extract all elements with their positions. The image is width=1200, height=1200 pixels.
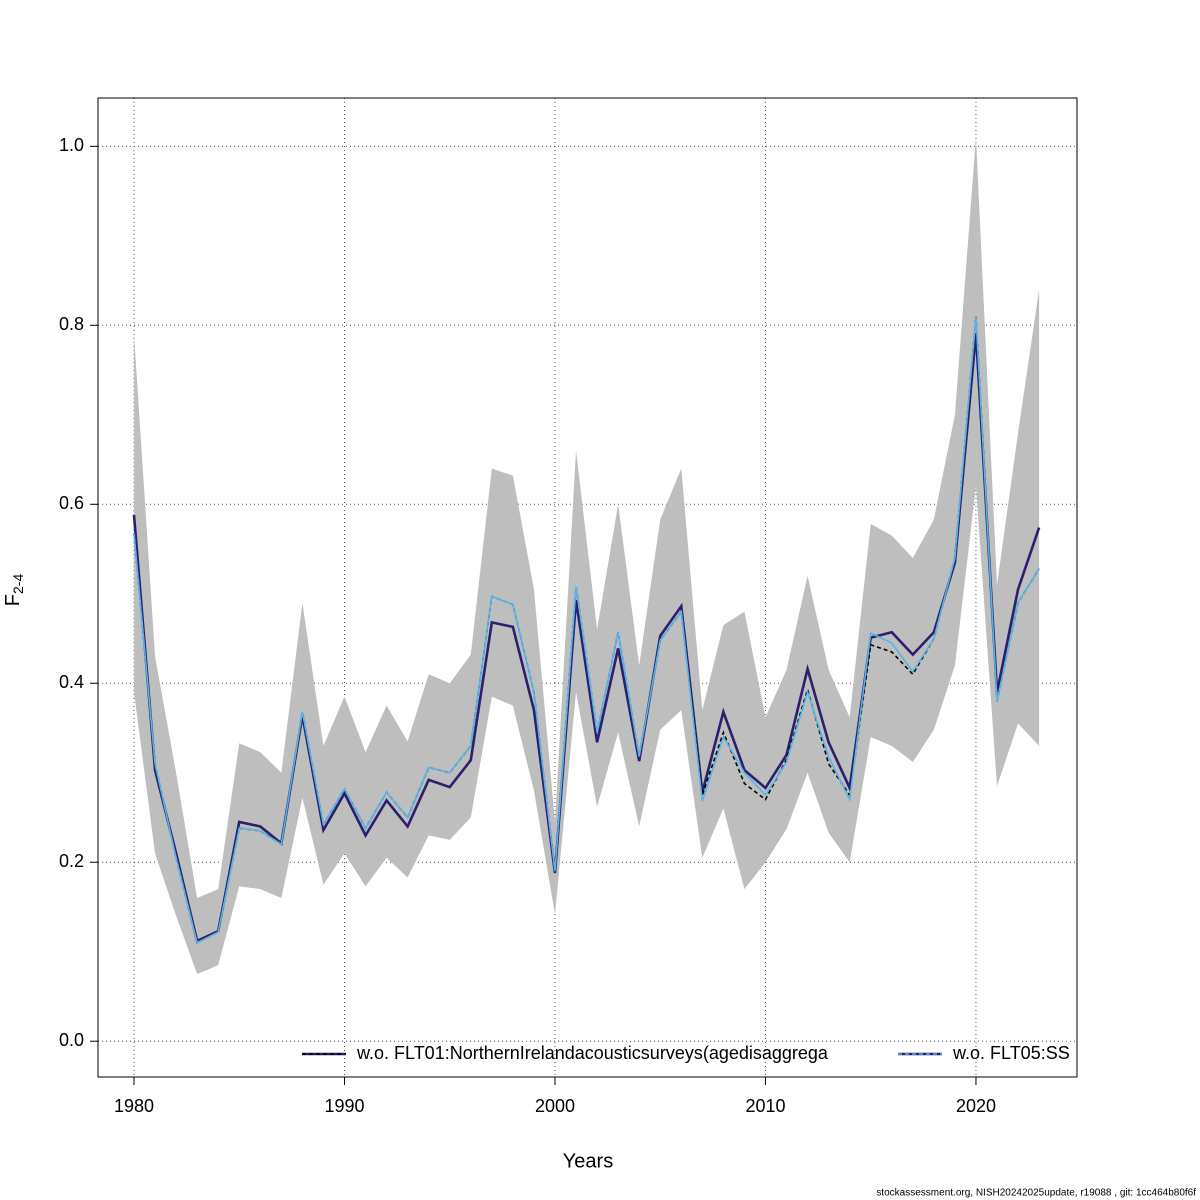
y-tick-label: 0.4 — [59, 672, 84, 692]
footer: stockassessment.org, NISH20242025update,… — [876, 1188, 1196, 1199]
legend-label: w.o. FLT05:SS — [952, 1043, 1070, 1063]
plot-frame — [97, 97, 1078, 1078]
x-tick-label: 2010 — [745, 1096, 785, 1116]
x-tick-label: 1980 — [114, 1096, 154, 1116]
y-axis-label-main: F — [2, 594, 24, 606]
y-tick-label: 0.6 — [59, 493, 84, 513]
y-axis-label-sub: 2-4 — [10, 574, 26, 594]
y-tick-label: 0.2 — [59, 851, 84, 871]
series-line — [133, 316, 1040, 944]
legend-label: w.o. FLT01:NorthernIrelandacousticsurvey… — [356, 1043, 829, 1063]
y-axis-label: F2-4 — [2, 574, 25, 607]
y-tick-label: 0.8 — [59, 314, 84, 334]
confidence-band — [133, 137, 1040, 975]
x-tick-label: 1990 — [324, 1096, 364, 1116]
y-tick-label: 0.0 — [59, 1030, 84, 1050]
x-tick-label: 2000 — [535, 1096, 575, 1116]
y-tick-label: 1.0 — [59, 135, 84, 155]
x-axis-label: Years — [563, 1150, 613, 1172]
x-tick-label: 2020 — [956, 1096, 996, 1116]
plot-area: w.o. FLT01:NorthernIrelandacousticsurvey… — [98, 98, 1077, 1077]
